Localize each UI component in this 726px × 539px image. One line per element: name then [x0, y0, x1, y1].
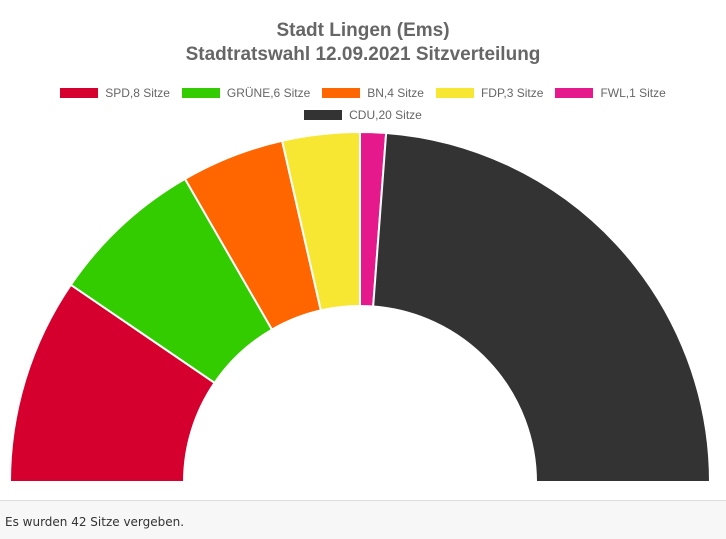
- legend-swatch: [60, 88, 99, 98]
- legend-item-fdp[interactable]: FDP,3 Sitze: [435, 85, 544, 101]
- legend-label: SPD,8 Sitze: [105, 86, 170, 100]
- legend-label: FWL,1 Sitze: [600, 86, 666, 100]
- legend-item-fwl[interactable]: FWL,1 Sitze: [555, 85, 666, 101]
- legend-row: CDU,20 Sitze: [0, 107, 726, 123]
- chart-title: Stadt Lingen (Ems): [276, 20, 450, 41]
- chart-footer: Es wurden 42 Sitze vergeben.: [0, 500, 726, 539]
- legend-label: GRÜNE,6 Sitze: [226, 86, 311, 100]
- legend-swatch: [555, 88, 594, 98]
- seat-slice-cdu[interactable]: [372, 131, 711, 483]
- legend-label: BN,4 Sitze: [367, 86, 424, 100]
- legend-item-gruene[interactable]: GRÜNE,6 Sitze: [181, 85, 311, 101]
- legend-item-bn[interactable]: BN,4 Sitze: [322, 85, 424, 101]
- seat-total-text: Es wurden 42 Sitze vergeben.: [5, 515, 185, 529]
- legend-item-spd[interactable]: SPD,8 Sitze: [60, 85, 170, 101]
- legend-swatch: [435, 88, 474, 98]
- legend-row: SPD,8 Sitze GRÜNE,6 Sitze BN,4 Sitze FDP…: [0, 85, 726, 101]
- legend-label: CDU,20 Sitze: [349, 108, 422, 122]
- seat-distribution-chart: [9, 131, 711, 483]
- legend-label: FDP,3 Sitze: [480, 86, 544, 100]
- legend-item-cdu[interactable]: CDU,20 Sitze: [304, 107, 422, 123]
- legend-swatch: [322, 88, 361, 98]
- legend-swatch: [304, 110, 343, 120]
- chart-subtitle: Stadtratswahl 12.09.2021 Sitzverteilung: [185, 44, 541, 65]
- legend-swatch: [181, 88, 220, 98]
